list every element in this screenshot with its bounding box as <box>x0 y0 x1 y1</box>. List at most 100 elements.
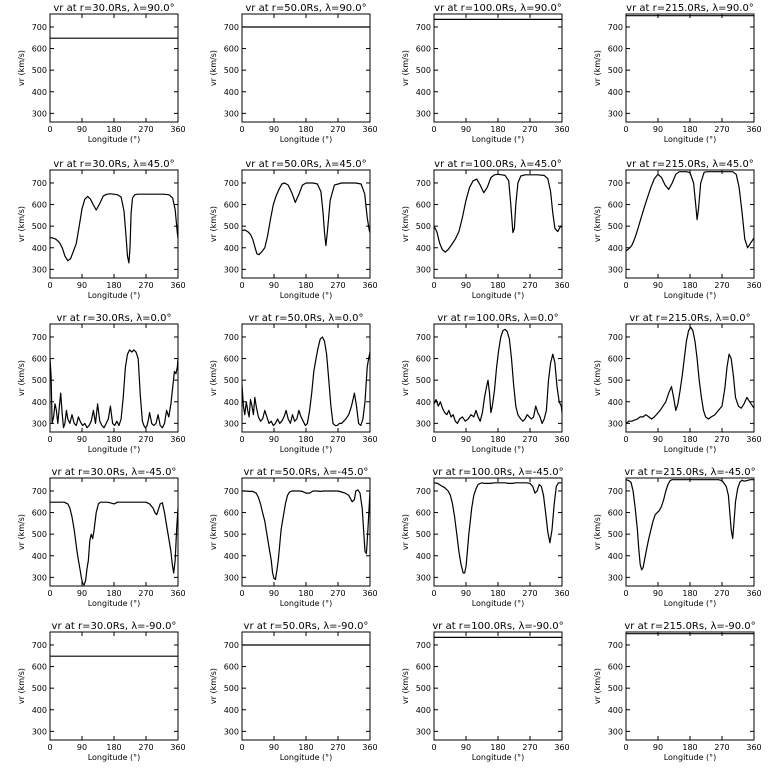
x-tick-label: 180 <box>298 125 313 134</box>
x-tick-label: 90 <box>653 435 663 444</box>
x-tick-label: 360 <box>170 743 185 752</box>
y-tick-label: 600 <box>32 355 47 364</box>
x-tick-label: 360 <box>362 435 377 444</box>
y-axis-label: vr (km/s) <box>593 514 602 550</box>
x-tick-label: 270 <box>138 743 153 752</box>
y-tick-label: 600 <box>32 45 47 54</box>
y-axis-label: vr (km/s) <box>209 514 218 550</box>
y-tick-label: 500 <box>416 376 431 385</box>
y-tick-label: 600 <box>32 663 47 672</box>
series-line <box>50 501 179 586</box>
x-tick-label: 360 <box>170 281 185 290</box>
x-tick-label: 270 <box>522 589 537 598</box>
y-tick-label: 300 <box>416 727 431 736</box>
x-tick-label: 270 <box>138 281 153 290</box>
chart-title: vr at r=100.0Rs, λ=0.0° <box>437 313 558 324</box>
x-tick-label: 0 <box>431 743 436 752</box>
x-tick-label: 0 <box>623 281 628 290</box>
y-tick-label: 400 <box>224 398 239 407</box>
x-axis-label: Longitude (°) <box>88 599 141 608</box>
y-tick-label: 400 <box>224 244 239 253</box>
plot-frame <box>625 13 755 123</box>
x-tick-label: 180 <box>490 589 505 598</box>
y-tick-label: 600 <box>32 201 47 210</box>
x-tick-label: 90 <box>269 589 279 598</box>
y-axis-label: vr (km/s) <box>209 360 218 396</box>
x-tick-label: 270 <box>714 589 729 598</box>
x-axis-label: Longitude (°) <box>664 135 717 144</box>
y-tick-label: 700 <box>32 23 47 32</box>
x-tick-label: 0 <box>431 281 436 290</box>
y-tick-label: 500 <box>224 222 239 231</box>
chart-panel: vr at r=100.0Rs, λ=45.0° 0 90 180 270 360 300 4… <box>401 159 570 300</box>
x-tick-label: 0 <box>431 435 436 444</box>
x-tick-label: 0 <box>47 281 52 290</box>
x-tick-label: 270 <box>330 743 345 752</box>
x-tick-label: 360 <box>362 589 377 598</box>
x-tick-label: 0 <box>623 125 628 134</box>
y-tick-label: 700 <box>416 641 431 650</box>
y-tick-label: 500 <box>608 376 623 385</box>
y-tick-label: 300 <box>32 419 47 428</box>
x-axis-label: Longitude (°) <box>664 445 717 454</box>
y-axis-label: vr (km/s) <box>401 360 410 396</box>
y-tick-label: 600 <box>224 355 239 364</box>
y-tick-label: 300 <box>224 727 239 736</box>
y-axis-label: vr (km/s) <box>209 50 218 86</box>
x-tick-label: 0 <box>239 435 244 444</box>
y-tick-label: 400 <box>32 706 47 715</box>
x-tick-label: 270 <box>714 435 729 444</box>
y-tick-label: 500 <box>32 376 47 385</box>
x-tick-label: 0 <box>47 743 52 752</box>
chart-title: vr at r=215.0Rs, λ=-90.0° <box>624 621 755 632</box>
y-axis-label: vr (km/s) <box>17 206 26 242</box>
y-tick-label: 600 <box>608 45 623 54</box>
x-tick-label: 90 <box>461 435 471 444</box>
y-tick-label: 700 <box>416 23 431 32</box>
x-tick-label: 360 <box>554 435 569 444</box>
x-tick-label: 180 <box>682 281 697 290</box>
chart-title: vr at r=30.0Rs, λ=-90.0° <box>52 621 177 632</box>
plot-frame <box>241 631 371 741</box>
y-tick-label: 600 <box>32 509 47 518</box>
plot-frame <box>49 631 179 741</box>
y-tick-label: 500 <box>224 66 239 75</box>
chart-panel: vr at r=100.0Rs, λ=-90.0° 0 90 180 270 360 300… <box>401 621 570 762</box>
x-tick-label: 90 <box>269 435 279 444</box>
y-axis-label: vr (km/s) <box>593 50 602 86</box>
chart-panel: vr at r=50.0Rs, λ=0.0° 0 90 180 270 360 300 400… <box>209 313 378 454</box>
y-axis-label: vr (km/s) <box>401 514 410 550</box>
y-tick-label: 500 <box>608 530 623 539</box>
x-tick-label: 0 <box>239 743 244 752</box>
chart-title: vr at r=215.0Rs, λ=-45.0° <box>624 467 755 478</box>
chart-title: vr at r=50.0Rs, λ=-45.0° <box>244 467 369 478</box>
x-tick-label: 0 <box>47 589 52 598</box>
y-tick-label: 500 <box>416 222 431 231</box>
y-tick-label: 700 <box>608 641 623 650</box>
plot-frame <box>241 169 371 279</box>
y-tick-label: 300 <box>224 265 239 274</box>
y-tick-label: 700 <box>224 641 239 650</box>
y-tick-label: 300 <box>224 109 239 118</box>
plot-frame <box>49 477 179 587</box>
x-tick-label: 0 <box>623 743 628 752</box>
x-tick-label: 90 <box>77 125 87 134</box>
y-tick-label: 600 <box>416 509 431 518</box>
plot-frame <box>241 323 371 433</box>
x-tick-label: 180 <box>682 435 697 444</box>
x-axis-label: Longitude (°) <box>280 445 333 454</box>
x-tick-label: 270 <box>522 125 537 134</box>
y-tick-label: 700 <box>416 179 431 188</box>
chart-title: vr at r=100.0Rs, λ=45.0° <box>434 159 562 170</box>
x-tick-label: 90 <box>461 589 471 598</box>
y-tick-label: 700 <box>608 487 623 496</box>
chart-title: vr at r=215.0Rs, λ=45.0° <box>626 159 754 170</box>
x-tick-label: 180 <box>106 435 121 444</box>
y-tick-label: 700 <box>608 23 623 32</box>
x-tick-label: 270 <box>138 435 153 444</box>
y-tick-label: 600 <box>416 45 431 54</box>
chart-panel: vr at r=215.0Rs, λ=0.0° 0 90 180 270 360 300 40… <box>593 313 762 454</box>
x-tick-label: 360 <box>554 743 569 752</box>
y-axis-label: vr (km/s) <box>209 206 218 242</box>
